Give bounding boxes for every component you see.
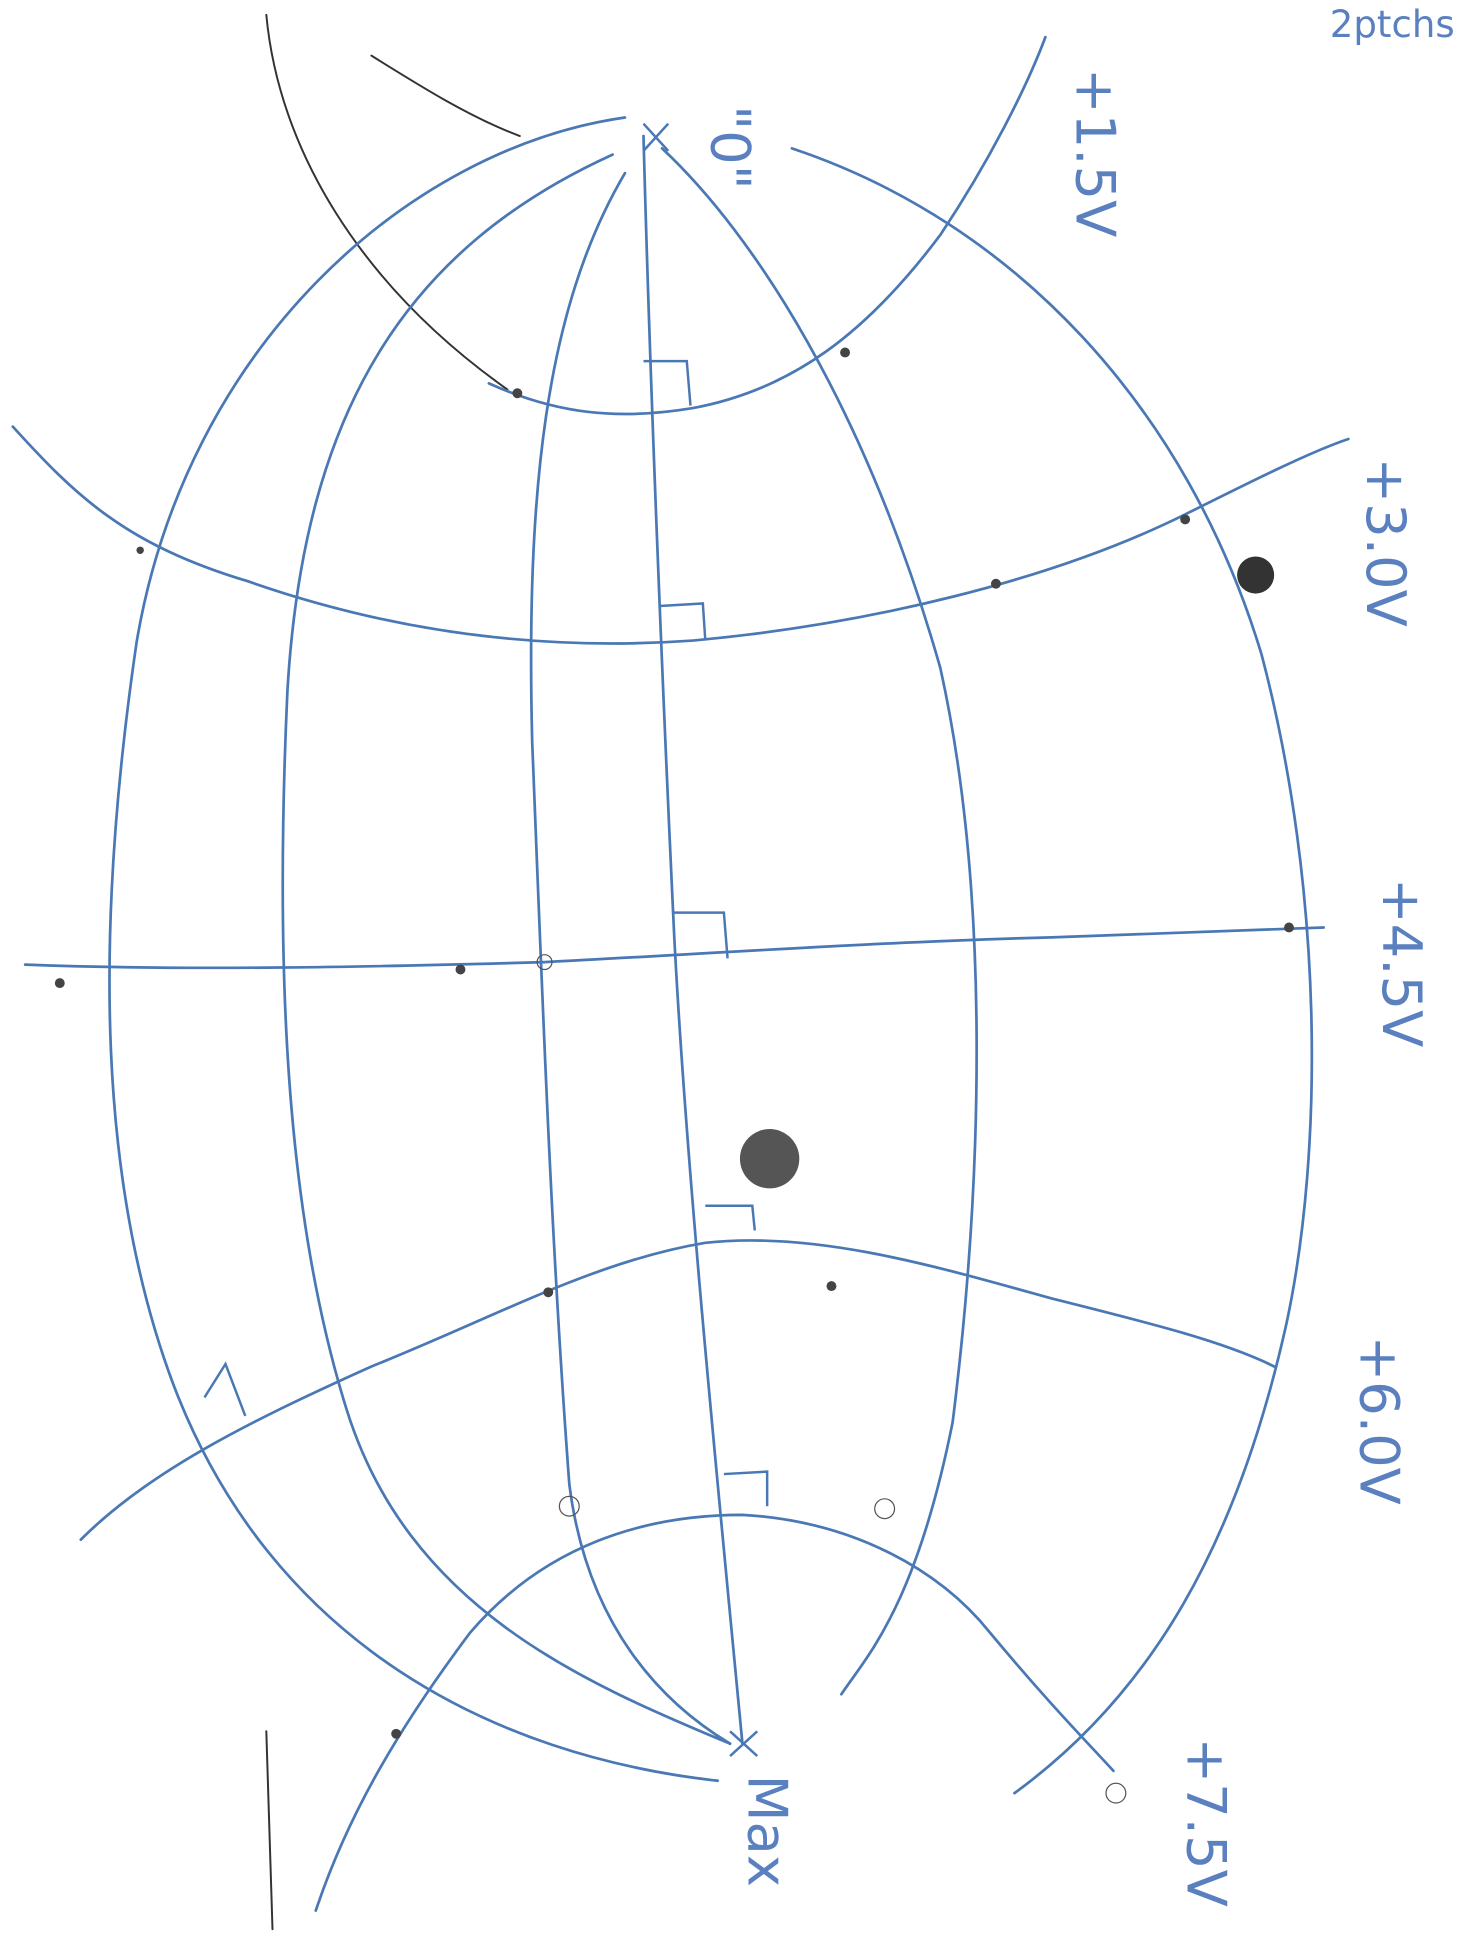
dot [512,388,523,399]
dot [874,1498,896,1520]
voltage-label: +1.5V [1063,68,1127,237]
dots [54,347,1294,1804]
pencil-dash [370,54,521,138]
blot [739,1129,800,1189]
parallel [79,1239,1276,1541]
dot [990,578,1001,589]
right-angle [705,1204,757,1231]
meridians [108,116,1314,1795]
meridian [281,153,732,1746]
dot [558,1495,580,1517]
voltage-label: +6.0V [1348,1336,1412,1505]
dot [1180,514,1191,525]
dot [543,1287,554,1298]
pencil-curve [265,13,509,391]
right-angle [203,1361,247,1417]
origin-cross [642,122,670,152]
voltage-label: +3.0V [1354,458,1418,627]
meridian [108,116,720,1783]
meridian [790,147,1314,1795]
max-cross [729,1730,759,1757]
blot [1237,556,1275,594]
dot [1284,922,1294,933]
right-angle [643,359,692,406]
dot [391,1728,402,1739]
parallel [23,926,1326,970]
right-angle-marks [203,122,769,1757]
meridian [642,134,744,1746]
dot [826,1281,837,1292]
max-label: Max [736,1775,800,1887]
right-angle [671,911,729,959]
voltage-label: +4.5V [1370,878,1434,1047]
origin-label: "0" [699,105,763,190]
parallel [11,425,1350,645]
dot [54,978,65,989]
dot [840,347,851,358]
dot [536,954,553,971]
right-angle [659,602,707,641]
parallel [487,35,1047,416]
right-angle [723,1470,769,1507]
dot [136,546,144,555]
voltage-label: +7.5V [1175,1737,1239,1906]
pencil-edge [265,1730,274,1931]
dot [1105,1782,1127,1804]
dot [455,964,466,975]
note: 2ptchs [1330,3,1455,46]
